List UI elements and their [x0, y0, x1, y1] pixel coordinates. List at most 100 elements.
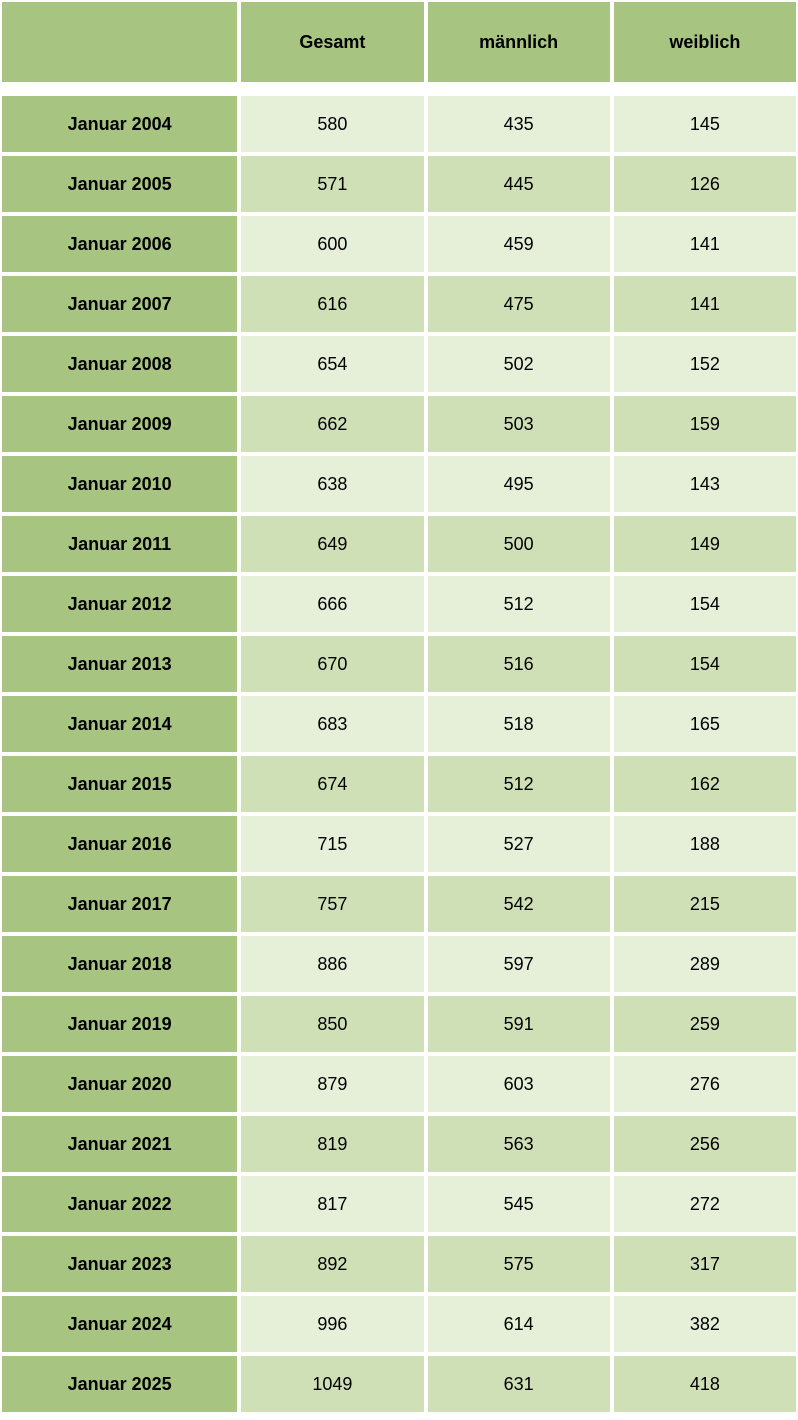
table-cell: 654	[239, 334, 425, 394]
row-header: Januar 2019	[0, 994, 239, 1054]
table-cell: 527	[426, 814, 612, 874]
table-cell: 165	[612, 694, 798, 754]
table-cell: 597	[426, 934, 612, 994]
table-cell: 435	[426, 94, 612, 154]
table-cell: 154	[612, 574, 798, 634]
row-header: Januar 2005	[0, 154, 239, 214]
row-header: Januar 2017	[0, 874, 239, 934]
table-row: Januar 2016715527188	[0, 814, 798, 874]
table-cell: 600	[239, 214, 425, 274]
table-cell: 445	[426, 154, 612, 214]
row-header: Januar 2010	[0, 454, 239, 514]
table-row: Januar 20251049631418	[0, 1354, 798, 1414]
table-cell: 542	[426, 874, 612, 934]
col-header-weiblich: weiblich	[612, 0, 798, 84]
table-cell: 502	[426, 334, 612, 394]
row-header: Januar 2015	[0, 754, 239, 814]
col-header-maennlich: männlich	[426, 0, 612, 84]
table-cell: 683	[239, 694, 425, 754]
row-header: Januar 2023	[0, 1234, 239, 1294]
table-row: Januar 2021819563256	[0, 1114, 798, 1174]
table-cell: 152	[612, 334, 798, 394]
table-cell: 603	[426, 1054, 612, 1114]
table-cell: 670	[239, 634, 425, 694]
row-header: Januar 2016	[0, 814, 239, 874]
table-cell: 631	[426, 1354, 612, 1414]
row-header: Januar 2004	[0, 94, 239, 154]
table-cell: 141	[612, 274, 798, 334]
table-cell: 580	[239, 94, 425, 154]
table-cell: 188	[612, 814, 798, 874]
table-cell: 571	[239, 154, 425, 214]
table-cell: 516	[426, 634, 612, 694]
table-cell: 892	[239, 1234, 425, 1294]
table-row: Januar 2012666512154	[0, 574, 798, 634]
table-row: Januar 2013670516154	[0, 634, 798, 694]
row-header: Januar 2018	[0, 934, 239, 994]
row-header: Januar 2024	[0, 1294, 239, 1354]
table-cell: 715	[239, 814, 425, 874]
row-header: Januar 2006	[0, 214, 239, 274]
data-table-container: Gesamt männlich weiblich Januar 20045804…	[0, 0, 798, 1414]
row-header: Januar 2008	[0, 334, 239, 394]
col-header-blank	[0, 0, 239, 84]
table-cell: 886	[239, 934, 425, 994]
table-cell: 518	[426, 694, 612, 754]
col-header-gesamt: Gesamt	[239, 0, 425, 84]
table-cell: 475	[426, 274, 612, 334]
table-cell: 495	[426, 454, 612, 514]
table-cell: 757	[239, 874, 425, 934]
table-row: Januar 2010638495143	[0, 454, 798, 514]
table-cell: 817	[239, 1174, 425, 1234]
table-cell: 666	[239, 574, 425, 634]
table-cell: 819	[239, 1114, 425, 1174]
row-header: Januar 2014	[0, 694, 239, 754]
row-header: Januar 2022	[0, 1174, 239, 1234]
table-cell: 145	[612, 94, 798, 154]
table-cell: 545	[426, 1174, 612, 1234]
table-row: Januar 2014683518165	[0, 694, 798, 754]
table-row: Januar 2005571445126	[0, 154, 798, 214]
table-cell: 256	[612, 1114, 798, 1174]
table-cell: 289	[612, 934, 798, 994]
table-cell: 276	[612, 1054, 798, 1114]
table-row: Januar 2011649500149	[0, 514, 798, 574]
table-row: Januar 2024996614382	[0, 1294, 798, 1354]
table-cell: 159	[612, 394, 798, 454]
table-cell: 154	[612, 634, 798, 694]
table-cell: 215	[612, 874, 798, 934]
table-cell: 649	[239, 514, 425, 574]
table-row: Januar 2018886597289	[0, 934, 798, 994]
table-row: Januar 2006600459141	[0, 214, 798, 274]
table-row: Januar 2022817545272	[0, 1174, 798, 1234]
row-header: Januar 2011	[0, 514, 239, 574]
table-cell: 879	[239, 1054, 425, 1114]
table-cell: 512	[426, 574, 612, 634]
table-cell: 382	[612, 1294, 798, 1354]
table-row: Januar 2004580435145	[0, 94, 798, 154]
table-row: Januar 2015674512162	[0, 754, 798, 814]
row-header: Januar 2025	[0, 1354, 239, 1414]
row-header: Januar 2021	[0, 1114, 239, 1174]
data-table: Gesamt männlich weiblich Januar 20045804…	[0, 0, 798, 1414]
table-cell: 141	[612, 214, 798, 274]
table-cell: 143	[612, 454, 798, 514]
row-header: Januar 2009	[0, 394, 239, 454]
table-cell: 575	[426, 1234, 612, 1294]
table-cell: 1049	[239, 1354, 425, 1414]
table-header: Gesamt männlich weiblich	[0, 0, 798, 84]
table-cell: 674	[239, 754, 425, 814]
table-cell: 500	[426, 514, 612, 574]
table-row: Januar 2017757542215	[0, 874, 798, 934]
table-cell: 638	[239, 454, 425, 514]
table-cell: 512	[426, 754, 612, 814]
table-cell: 126	[612, 154, 798, 214]
table-row: Januar 2007616475141	[0, 274, 798, 334]
table-cell: 850	[239, 994, 425, 1054]
table-cell: 418	[612, 1354, 798, 1414]
table-row: Januar 2019850591259	[0, 994, 798, 1054]
row-header: Januar 2013	[0, 634, 239, 694]
table-cell: 149	[612, 514, 798, 574]
row-header: Januar 2020	[0, 1054, 239, 1114]
table-row: Januar 2009662503159	[0, 394, 798, 454]
